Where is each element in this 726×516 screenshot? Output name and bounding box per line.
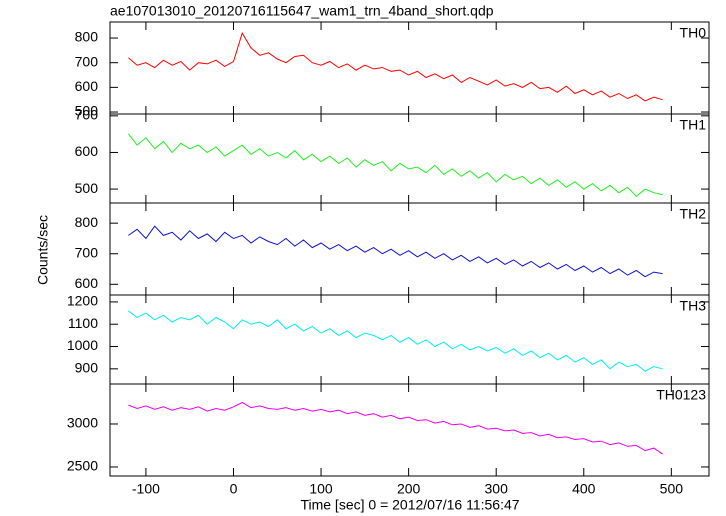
panel-frame [109,21,710,115]
panel-label: TH1 [680,117,707,133]
data-line [128,401,663,455]
data-line [128,225,663,278]
panel-frame [109,294,710,385]
y-tick-label: 800 [75,214,99,230]
panel-label: TH0123 [656,387,706,403]
chart-title: ae107013010_20120716115647_wam1_trn_4ban… [110,3,494,19]
panel-label: TH3 [680,298,707,314]
y-tick-label: 700 [75,244,99,260]
y-tick-label: 600 [75,275,99,291]
y-tick-label: 2500 [67,458,98,474]
y-tick-label: 700 [75,107,99,123]
x-tick-label: 400 [572,481,596,497]
x-tick-label: 0 [230,481,238,497]
x-tick-label: 100 [309,481,333,497]
panel-label: TH2 [680,206,707,222]
y-axis-label: Counts/sec [35,215,51,285]
panel-label: TH0 [680,25,707,41]
x-tick-label: 300 [485,481,509,497]
panel-frame [109,113,710,204]
y-tick-label: 1000 [67,337,98,353]
x-tick-label: 200 [397,481,421,497]
y-tick-label: 500 [75,180,99,196]
y-tick-label: 500 [75,103,99,119]
y-tick-label: 1100 [68,315,98,331]
x-tick-label: 500 [660,481,684,497]
data-line [128,31,663,102]
y-tick-label: 700 [75,53,99,69]
y-tick-label: 800 [75,29,99,45]
y-tick-label: 600 [75,78,99,94]
y-tick-label: 1200 [67,293,98,309]
y-tick-label: 900 [75,360,99,376]
y-tick-label: 600 [75,143,99,159]
x-axis-label: Time [sec] 0 = 2012/07/16 11:56:47 [300,497,519,513]
x-tick-label: -100 [132,481,160,497]
panel-frame [109,383,710,477]
panel-frame [109,202,710,296]
data-line [128,310,663,372]
y-tick-label: 3000 [67,415,98,431]
data-line [128,133,663,198]
